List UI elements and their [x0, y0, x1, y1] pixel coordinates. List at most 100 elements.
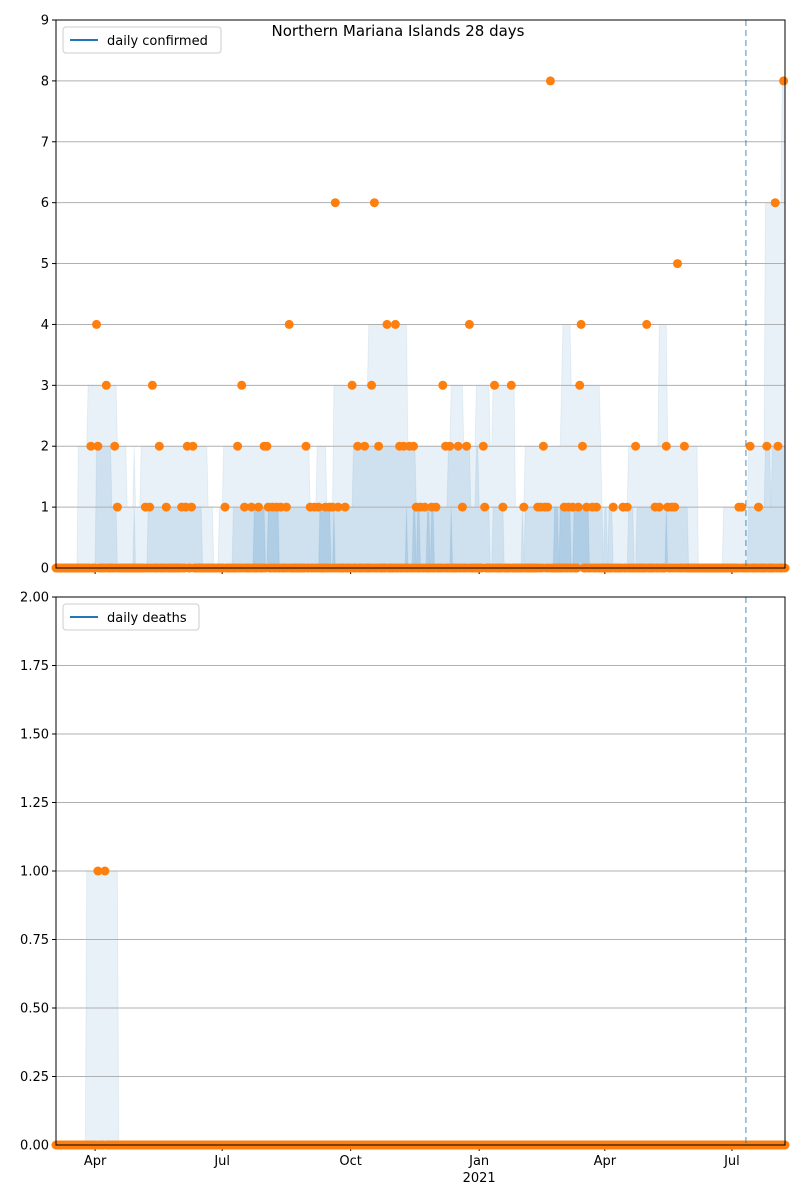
- y-tick-label: 6: [41, 196, 49, 211]
- data-point: [642, 319, 652, 329]
- legend-label: daily deaths: [107, 611, 187, 626]
- data-point: [369, 198, 379, 208]
- data-point: [92, 319, 101, 329]
- data-point: [673, 259, 682, 269]
- data-point: [608, 502, 618, 512]
- x-tick-label: Jan: [468, 1154, 489, 1169]
- data-point: [762, 441, 772, 451]
- data-point: [110, 441, 120, 451]
- x-tick-label: Jul: [213, 1154, 230, 1169]
- data-point: [679, 441, 689, 451]
- data-point: [161, 502, 171, 512]
- y-tick-label: 0.25: [20, 1070, 49, 1085]
- x-tick-label: Apr: [84, 1154, 107, 1169]
- data-point: [453, 441, 463, 451]
- data-point: [188, 441, 198, 451]
- y-tick-label: 1.75: [20, 659, 49, 674]
- axes-frame: [55, 19, 786, 569]
- data-point: [254, 502, 263, 512]
- y-tick-label: 3: [41, 379, 49, 394]
- data-point: [112, 502, 122, 512]
- data-point: [93, 866, 103, 876]
- data-point: [506, 380, 516, 390]
- data-point: [145, 502, 155, 512]
- x-tick-label: Apr: [594, 1154, 617, 1169]
- data-point: [340, 502, 350, 512]
- data-point: [220, 502, 230, 512]
- y-tick-label: 0.50: [20, 1002, 49, 1017]
- y-tick-label: 1.00: [20, 865, 49, 880]
- data-point: [330, 198, 340, 208]
- data-point: [374, 441, 384, 451]
- data-point: [284, 319, 294, 329]
- data-point: [478, 441, 488, 451]
- data-point: [240, 502, 249, 512]
- data-point: [745, 441, 755, 451]
- y-tick-label: 2.00: [20, 591, 49, 606]
- data-point: [445, 441, 455, 451]
- data-point: [519, 502, 529, 512]
- data-point: [464, 319, 474, 329]
- x-tick-label: Jul: [723, 1154, 740, 1169]
- y-tick-label: 1.50: [20, 728, 49, 743]
- deaths-axes: 0.00 0.25 0.50 0.75 1.00 1.25 1.50 1.75 2.00 Apr J…: [20, 591, 790, 1186]
- data-point: [237, 380, 247, 390]
- data-point: [390, 319, 400, 329]
- data-point: [314, 502, 324, 512]
- data-point: [431, 502, 441, 512]
- y-tick-label: 7: [41, 135, 49, 150]
- data-point: [247, 502, 256, 512]
- data-point: [538, 441, 548, 451]
- data-point: [147, 380, 157, 390]
- data-point: [457, 502, 467, 512]
- legend-label: daily confirmed: [107, 34, 208, 49]
- data-point: [101, 380, 111, 390]
- y-tick-label: 1: [41, 501, 49, 516]
- data-point: [543, 502, 553, 512]
- data-point: [438, 380, 448, 390]
- y-tick-label: 4: [41, 318, 49, 333]
- y-tick-label: 8: [41, 74, 49, 89]
- data-point: [187, 502, 196, 512]
- y-tick-label: 5: [41, 257, 49, 272]
- y-tick-label: 0.75: [20, 933, 49, 948]
- data-point: [773, 441, 783, 451]
- x-tick-label: Oct: [339, 1154, 361, 1169]
- legend-box: [62, 26, 222, 54]
- data-point: [382, 319, 392, 329]
- data-point: [100, 866, 110, 876]
- data-point: [661, 441, 671, 451]
- y-tick-label: 0: [41, 562, 49, 577]
- axes-frame: [55, 596, 786, 1146]
- data-point: [779, 76, 789, 86]
- data-point: [654, 502, 664, 512]
- data-point: [301, 441, 311, 451]
- data-point: [367, 380, 377, 390]
- data-point: [545, 76, 555, 86]
- data-point: [353, 441, 363, 451]
- legend-box: [62, 603, 200, 631]
- data-point: [573, 502, 583, 512]
- data-point: [770, 198, 780, 208]
- data-point: [262, 441, 272, 451]
- data-point: [281, 502, 291, 512]
- confirmed-axes: 0 1 2 3 4 5 6 7 8 9 daily confirmed: [41, 14, 790, 577]
- data-point: [670, 502, 680, 512]
- data-point: [622, 502, 632, 512]
- data-point: [578, 441, 587, 451]
- data-point: [333, 502, 343, 512]
- y-tick-label: 2: [41, 440, 49, 455]
- data-point: [233, 441, 243, 451]
- chart-title: Northern Mariana Islands 28 days: [272, 22, 525, 40]
- data-point: [576, 319, 586, 329]
- data-point: [592, 502, 601, 512]
- data-point: [498, 502, 508, 512]
- y-tick-label: 1.25: [20, 796, 49, 811]
- data-point: [737, 502, 747, 512]
- data-point: [490, 380, 499, 390]
- y-tick-label: 0.00: [20, 1139, 49, 1154]
- data-point: [480, 502, 490, 512]
- data-point: [154, 441, 164, 451]
- data-point: [462, 441, 472, 451]
